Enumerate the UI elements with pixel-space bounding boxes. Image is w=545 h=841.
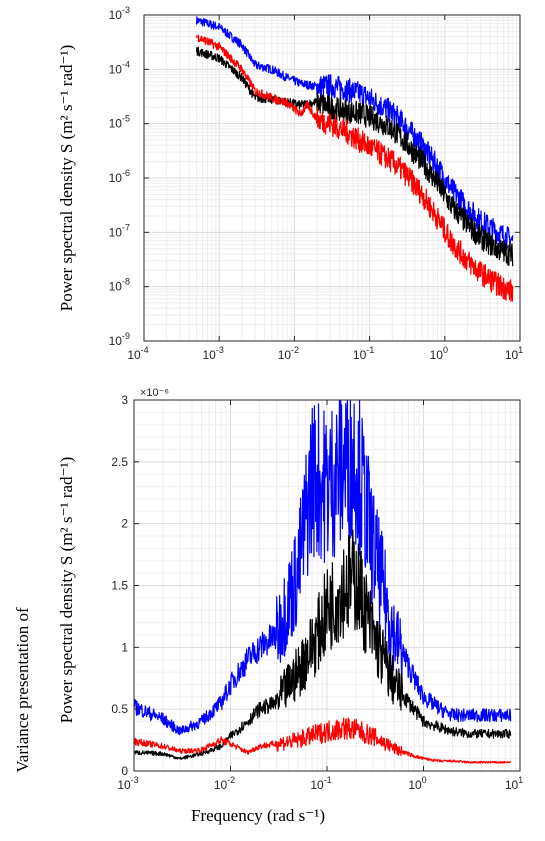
bottom-plot-y-tick-label: 3 (121, 393, 128, 407)
top-plot-series (195, 16, 514, 302)
top-plot-x-tick-label: 100 (430, 345, 448, 362)
top-plot-y-tick-label: 10-4 (109, 59, 130, 76)
top-plot-y-tick-label: 10-3 (109, 5, 130, 22)
bottom-plot-y-tick-label: 0.5 (111, 702, 128, 716)
top-plot-y-tick-label: 10-7 (109, 222, 130, 239)
bottom-plot-y-tick-label: 0 (121, 764, 128, 778)
x-axis-label: Frequency (rad s⁻¹) (191, 806, 325, 825)
bottom-plot-y-tick-label: 1.5 (111, 579, 128, 593)
top-plot-y-tick-label: 10-9 (109, 331, 130, 348)
bottom-y-axis-label-line2: Power spectral density S (m² s⁻¹ rad⁻¹) (57, 457, 76, 723)
top-plot-x-tick-label: 10-3 (203, 345, 224, 362)
top-power-spectrum-plot: 10-4 10-3 10-2 10-1 100 101 10-9 10-8 10-7 10-6 10… (109, 5, 524, 362)
top-plot-series-line-2 (195, 34, 514, 302)
top-plot-series-line-1 (195, 46, 514, 267)
bottom-plot-x-tick-label: 100 (408, 775, 426, 792)
top-plot-y-tick-label: 10-8 (109, 277, 130, 294)
bottom-plot-x-tick-label: 10-1 (310, 775, 331, 792)
top-plot-x-tick-label: 101 (505, 345, 523, 362)
top-y-axis-label: Power spectral density S (m² s⁻¹ rad⁻¹) (57, 45, 76, 311)
top-plot-y-tick-label: 10-6 (109, 168, 130, 185)
bottom-plot-x-tick-label: 101 (505, 775, 523, 792)
top-plot-x-tick-label: 10-1 (353, 345, 374, 362)
bottom-plot-y-tick-label: 2 (121, 517, 128, 531)
top-plot-y-tick-label: 10-5 (109, 114, 130, 131)
bottom-plot-y-tick-label: 2.5 (111, 455, 128, 469)
bottom-plot-series-line-2 (133, 717, 512, 764)
top-plot-x-tick-label: 10-4 (127, 345, 148, 362)
bottom-y-axis-label-line1: Variance presentation of (13, 607, 32, 773)
y-multiplier-label: ×10⁻⁶ (140, 387, 169, 399)
bottom-plot-y-tick-label: 1 (121, 640, 128, 654)
bottom-plot-series (133, 399, 512, 764)
bottom-plot-series-line-0 (133, 399, 512, 736)
bottom-plot-x-tick-label: 10-2 (214, 775, 235, 792)
top-plot-x-tick-label: 10-2 (278, 345, 299, 362)
